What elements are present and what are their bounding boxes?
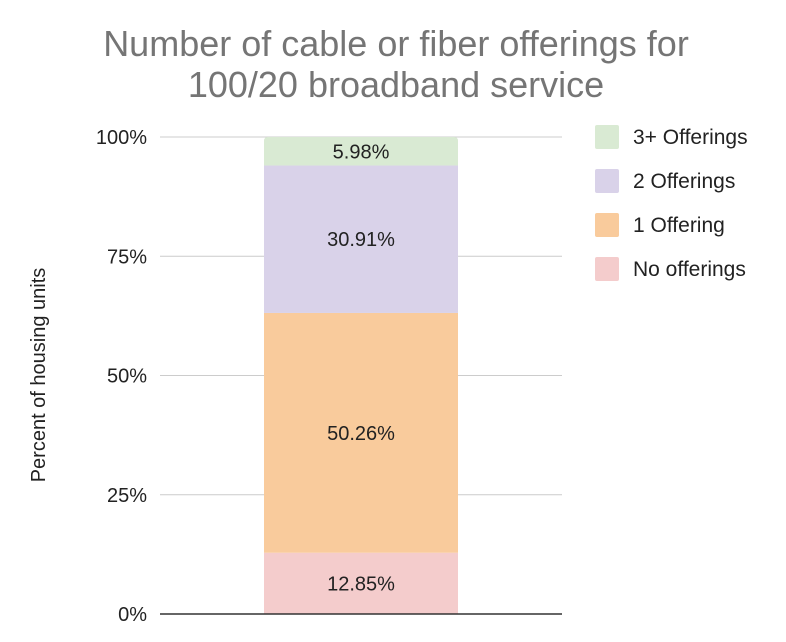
legend: 3+ Offerings 2 Offerings 1 Offering No offe… <box>595 125 748 281</box>
y-tick-label: 75% <box>107 246 147 268</box>
legend-swatch <box>595 125 619 149</box>
legend-label: 1 Offering <box>633 214 725 237</box>
data-label: 12.85% <box>327 573 395 595</box>
data-label: 5.98% <box>333 141 390 163</box>
bar-segments <box>264 137 458 614</box>
y-tick-label: 100% <box>96 127 147 149</box>
y-axis-title: Percent of housing units <box>28 268 50 483</box>
chart-title-line-2: 100/20 broadband service <box>188 64 604 105</box>
legend-label: 3+ Offerings <box>633 126 748 149</box>
bar-segment-no-offerings <box>264 552 458 614</box>
segment-labels: 12.85% 50.26% 30.91% 5.98% <box>327 141 395 595</box>
legend-swatch <box>595 169 619 193</box>
bar-segment-2-offerings <box>264 165 458 313</box>
data-label: 30.91% <box>327 229 395 251</box>
data-label: 50.26% <box>327 423 395 445</box>
legend-label: 2 Offerings <box>633 170 735 193</box>
y-tick-label: 50% <box>107 366 147 388</box>
y-tick-labels: 0% 25% 50% 75% 100% <box>96 127 147 626</box>
legend-swatch <box>595 257 619 281</box>
legend-swatch <box>595 213 619 237</box>
bar-segment-3-offerings <box>264 137 458 166</box>
bar-segment-1-offering <box>264 312 458 553</box>
y-tick-label: 25% <box>107 485 147 507</box>
y-tick-label: 0% <box>118 604 147 626</box>
legend-label: No offerings <box>633 258 746 281</box>
chart-title-line-1: Number of cable or fiber offerings for <box>103 23 689 64</box>
